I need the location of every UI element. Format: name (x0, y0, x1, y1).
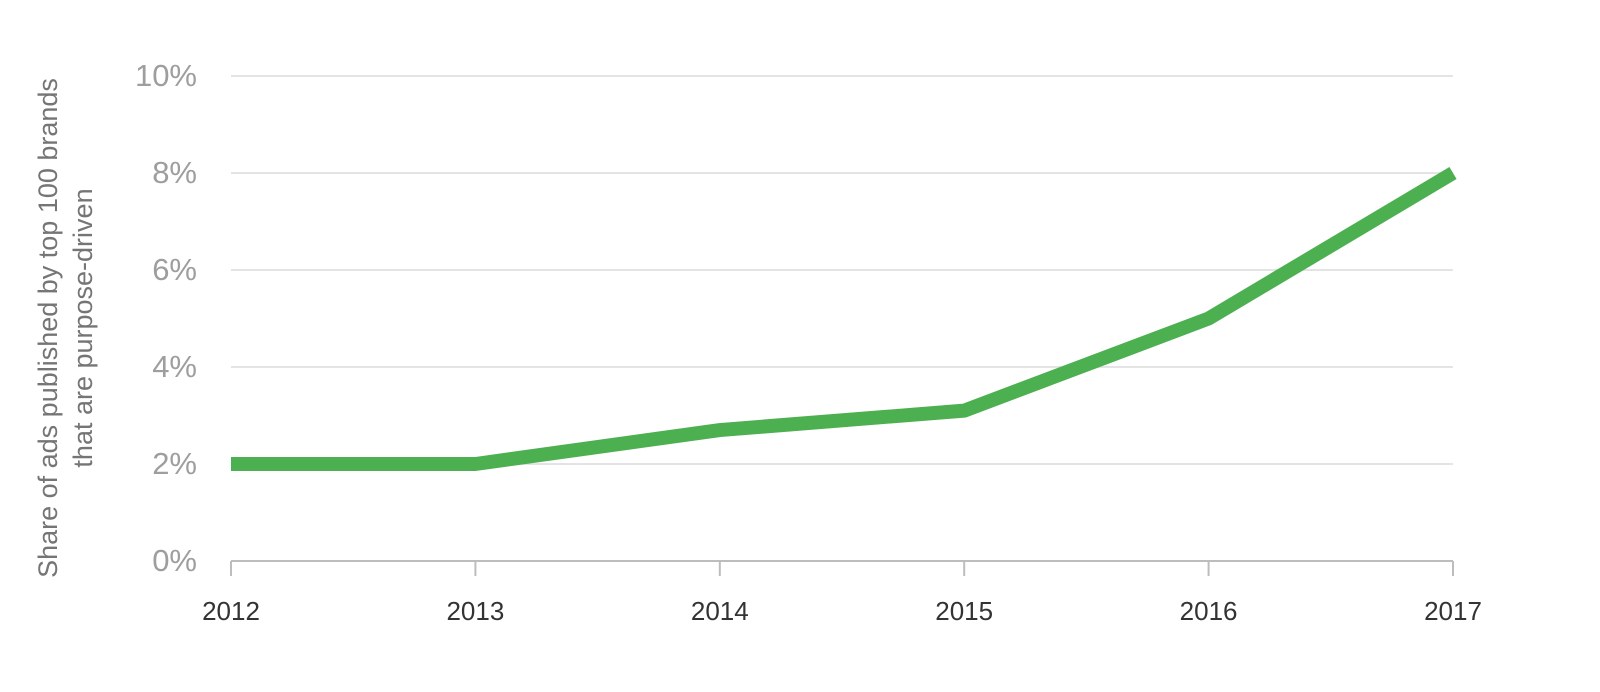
x-tick-label: 2013 (446, 596, 504, 626)
x-tick-label: 2017 (1424, 596, 1482, 626)
x-tick-label: 2016 (1180, 596, 1238, 626)
y-tick-label: 4% (152, 349, 197, 384)
x-tick-label: 2015 (935, 596, 993, 626)
x-tick-label: 2014 (691, 596, 749, 626)
x-tick-label: 2012 (202, 596, 260, 626)
y-tick-label: 6% (152, 252, 197, 287)
y-axis-title: Share of ads published by top 100 brands… (33, 78, 98, 578)
y-tick-label: 8% (152, 155, 197, 190)
y-tick-label: 10% (135, 58, 197, 93)
y-label-line: Share of ads published by top 100 brands (33, 78, 63, 578)
y-label-line: that are purpose-driven (68, 188, 98, 467)
data-line (231, 166, 1457, 471)
y-tick-label: 0% (152, 543, 197, 578)
y-tick-label: 2% (152, 446, 197, 481)
